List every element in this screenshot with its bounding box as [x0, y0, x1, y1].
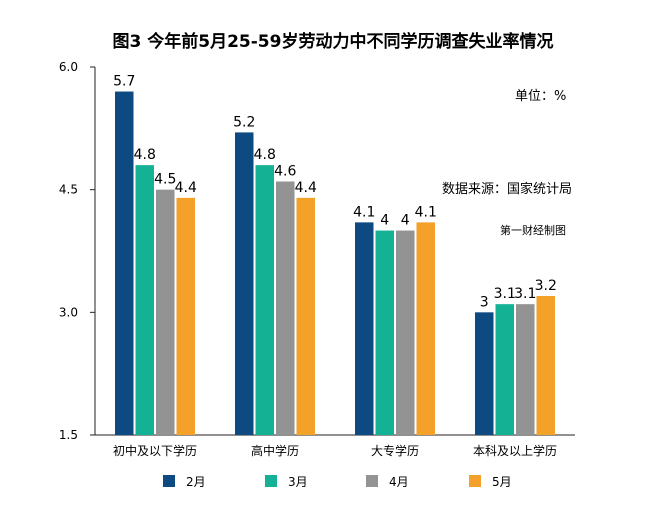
credit-note: 第一财经制图 [500, 223, 566, 237]
legend-label: 3月 [288, 475, 308, 489]
bar [495, 304, 514, 435]
legend: 2月 3月 4月 5月 [163, 475, 512, 489]
unit-note: 单位：% [515, 89, 566, 104]
legend-label: 4月 [389, 475, 409, 489]
data-label: 4.5 [154, 172, 176, 188]
category-label: 本科及以上学历 [473, 443, 557, 458]
legend-swatch [163, 475, 175, 487]
data-label: 4.6 [274, 163, 296, 179]
data-label: 3.1 [514, 286, 536, 302]
legend-swatch [366, 475, 378, 487]
data-label: 4 [401, 213, 410, 229]
data-label: 4.4 [295, 180, 317, 196]
bar [135, 165, 154, 435]
bar [516, 304, 535, 435]
bar [536, 295, 555, 435]
category-label: 高中学历 [251, 443, 299, 458]
y-tick-label: 4.5 [59, 183, 78, 197]
category-labels: 初中及以下学历 高中学历 大专学历 本科及以上学历 [113, 443, 557, 458]
bar [416, 222, 435, 435]
data-label: 4.1 [415, 204, 437, 220]
plot-area [94, 67, 575, 436]
data-label: 5.7 [113, 74, 135, 90]
bar [156, 189, 175, 435]
data-label: 4.8 [134, 147, 156, 163]
category-label: 大专学历 [371, 443, 419, 458]
bar [255, 165, 274, 435]
bar [115, 91, 134, 436]
bar-series [115, 91, 555, 436]
data-label: 3.2 [535, 278, 557, 294]
legend-swatch [469, 475, 481, 487]
y-tick-label: 3.0 [59, 305, 78, 319]
data-label: 3 [480, 294, 489, 310]
bar [235, 132, 254, 435]
bar [176, 197, 195, 435]
bar [276, 181, 295, 435]
chart-title: 图3 今年前5月25-59岁劳动力中不同学历调查失业率情况 [113, 31, 554, 52]
y-tick-label: 1.5 [59, 428, 78, 442]
legend-label: 5月 [492, 475, 512, 489]
y-tick-label: 6.0 [59, 60, 78, 74]
data-label: 3.1 [494, 286, 516, 302]
data-label: 4.4 [175, 180, 197, 196]
data-labels: 5.74.84.54.45.24.84.64.44.14 44.133.13.13… [113, 74, 557, 311]
data-label: 4.1 [353, 204, 375, 220]
bar [475, 312, 494, 435]
data-label: 4 [380, 213, 389, 229]
bar [396, 230, 415, 435]
bar [355, 222, 374, 435]
legend-label: 2月 [186, 475, 206, 489]
source-note: 数据来源：国家统计局 [442, 181, 572, 197]
category-label: 初中及以下学历 [113, 443, 197, 458]
bar [296, 197, 315, 435]
bar [375, 230, 394, 435]
data-label: 5.2 [233, 114, 255, 130]
y-axis-ticks: 6.0 4.5 3.0 1.5 [59, 60, 95, 442]
data-label: 4.8 [254, 147, 276, 163]
legend-swatch [265, 475, 277, 487]
